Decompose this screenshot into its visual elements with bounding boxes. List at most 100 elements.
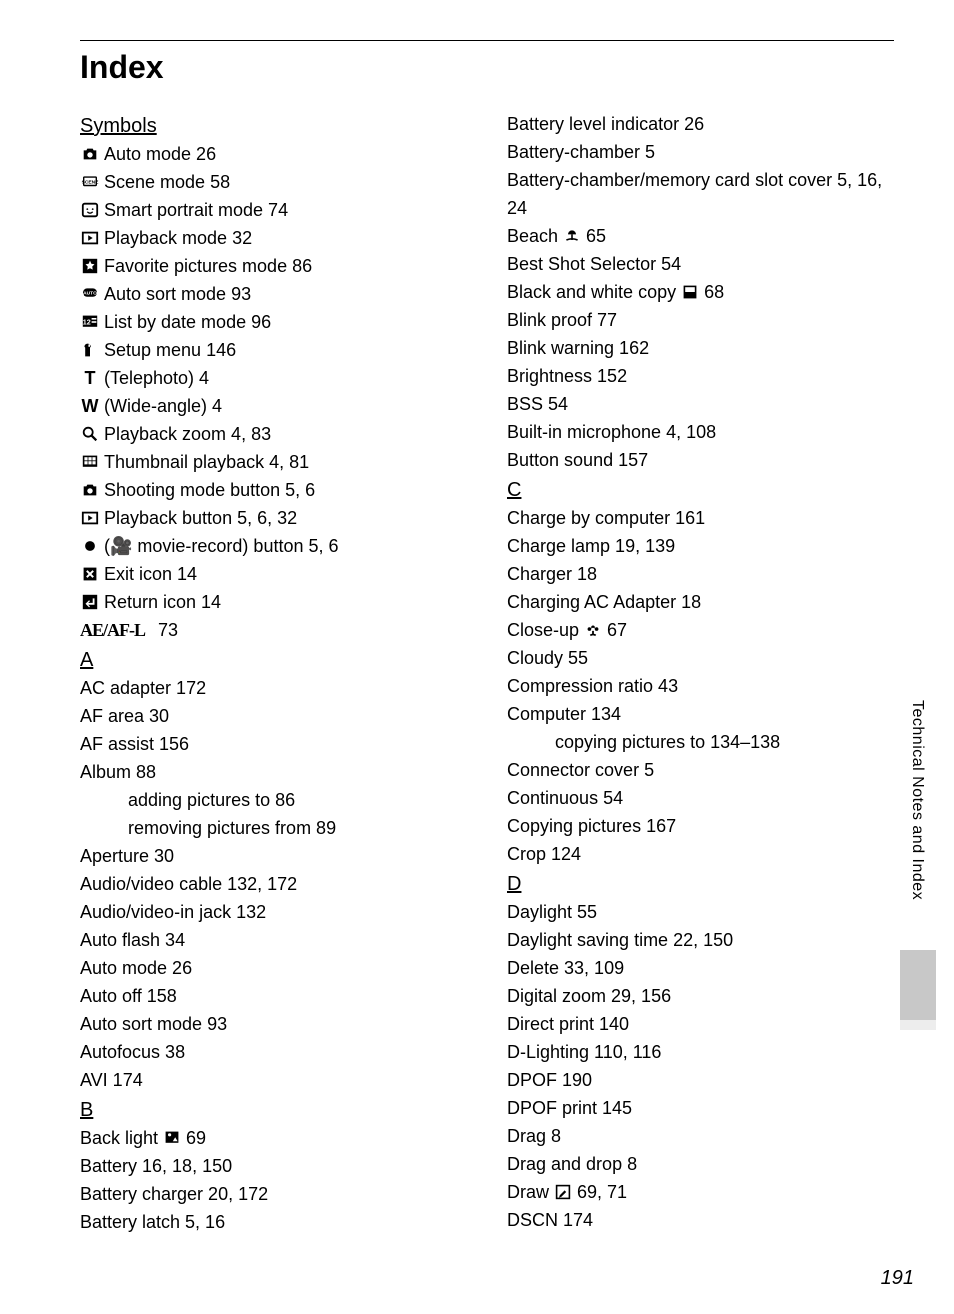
scene-icon: SCENE: [80, 172, 100, 192]
index-entry: Cloudy 55: [507, 644, 894, 672]
index-entry: Auto off 158: [80, 982, 467, 1010]
index-entry: Daylight saving time 22, 150: [507, 926, 894, 954]
index-entry: Beach 65: [507, 222, 894, 250]
section-symbols: Symbols: [80, 112, 467, 140]
index-entry: Brightness 152: [507, 362, 894, 390]
aeafl-icon: AE/AF-L: [80, 616, 145, 644]
right-column: Battery level indicator 26 Battery-chamb…: [507, 110, 894, 1236]
index-entry: Return icon 14: [80, 588, 467, 616]
index-entry: Drag and drop 8: [507, 1150, 894, 1178]
entry-post: 65: [586, 222, 606, 250]
entry-text: Exit icon 14: [104, 560, 197, 588]
entry-text: Playback zoom 4, 83: [104, 420, 271, 448]
side-tab: [900, 950, 936, 1020]
index-entry: Battery level indicator 26: [507, 110, 894, 138]
index-entry: Playback zoom 4, 83: [80, 420, 467, 448]
index-entry: Built-in microphone 4, 108: [507, 418, 894, 446]
index-entry: Close-up 67: [507, 616, 894, 644]
index-entry: BSS 54: [507, 390, 894, 418]
entry-pre: Back light: [80, 1124, 158, 1152]
index-entry: DSCN 174: [507, 1206, 894, 1234]
index-subentry: copying pictures to 134–138: [507, 728, 894, 756]
wrench-icon: [80, 340, 100, 360]
entry-text: Scene mode 58: [104, 168, 230, 196]
index-entry: Thumbnail playback 4, 81: [80, 448, 467, 476]
svg-text:12: 12: [83, 317, 91, 326]
index-entry: AE/AF-L 73: [80, 616, 467, 644]
date-icon: 12: [80, 312, 100, 332]
index-entry: D-Lighting 110, 116: [507, 1038, 894, 1066]
entry-pre: Black and white copy: [507, 278, 676, 306]
entry-pre: Draw: [507, 1178, 549, 1206]
index-entry: Black and white copy 68: [507, 278, 894, 306]
index-entry: Autofocus 38: [80, 1038, 467, 1066]
entry-text: Shooting mode button 5, 6: [104, 476, 315, 504]
entry-text: List by date mode 96: [104, 308, 271, 336]
star-icon: [80, 256, 100, 276]
camera-icon: [80, 480, 100, 500]
index-entry: Battery-chamber/memory card slot cover 5…: [507, 166, 894, 222]
entry-post: 67: [607, 616, 627, 644]
index-entry: AVI 174: [80, 1066, 467, 1094]
entry-text: (Telephoto) 4: [104, 364, 209, 392]
index-entry: Auto sort mode 93: [80, 1010, 467, 1038]
index-entry: Compression ratio 43: [507, 672, 894, 700]
index-entry: Daylight 55: [507, 898, 894, 926]
index-entry: Favorite pictures mode 86: [80, 252, 467, 280]
index-entry: Copying pictures 167: [507, 812, 894, 840]
index-entry: Auto mode 26: [80, 954, 467, 982]
index-entry: Charging AC Adapter 18: [507, 588, 894, 616]
index-entry: Digital zoom 29, 156: [507, 982, 894, 1010]
index-entry: Blink warning 162: [507, 334, 894, 362]
index-entry: Album 88: [80, 758, 467, 786]
index-entry: Auto mode 26: [80, 140, 467, 168]
return-icon: [80, 592, 100, 612]
index-entry: Audio/video-in jack 132: [80, 898, 467, 926]
backlight-icon: [162, 1128, 182, 1148]
smile-icon: [80, 200, 100, 220]
section-c: C: [507, 476, 894, 504]
index-entry: AF assist 156: [80, 730, 467, 758]
entry-text: Smart portrait mode 74: [104, 196, 288, 224]
index-entry: AUTO Auto sort mode 93: [80, 280, 467, 308]
entry-text: Setup menu 146: [104, 336, 236, 364]
entry-pre: Close-up: [507, 616, 579, 644]
index-entry: 12 List by date mode 96: [80, 308, 467, 336]
thumbnail-icon: [80, 452, 100, 472]
left-column: Symbols Auto mode 26 SCENEScene mode 58 …: [80, 110, 467, 1236]
index-entry: Connector cover 5: [507, 756, 894, 784]
index-entry: Draw 69, 71: [507, 1178, 894, 1206]
index-entry: Button sound 157: [507, 446, 894, 474]
index-entry: Charger 18: [507, 560, 894, 588]
index-entry: Back light 69: [80, 1124, 467, 1152]
pencil-icon: [553, 1182, 573, 1202]
camera-icon: [80, 144, 100, 164]
entry-text: Favorite pictures mode 86: [104, 252, 312, 280]
entry-post: 68: [704, 278, 724, 306]
side-section-label: Technical Notes and Index: [908, 700, 926, 900]
index-entry: DPOF print 145: [507, 1094, 894, 1122]
index-entry: Drag 8: [507, 1122, 894, 1150]
entry-text: Auto mode 26: [104, 140, 216, 168]
play-icon: [80, 228, 100, 248]
index-entry: Charge by computer 161: [507, 504, 894, 532]
entry-text: Auto sort mode 93: [104, 280, 251, 308]
entry-text: Playback mode 32: [104, 224, 252, 252]
svg-text:AUTO: AUTO: [83, 291, 97, 297]
title-rule: [80, 40, 894, 41]
index-entry: Direct print 140: [507, 1010, 894, 1038]
record-icon: [80, 536, 100, 556]
page-number: 191: [881, 1267, 914, 1290]
index-entry: Blink proof 77: [507, 306, 894, 334]
index-entry: Battery 16, 18, 150: [80, 1152, 467, 1180]
index-entry: AC adapter 172: [80, 674, 467, 702]
flower-icon: [583, 620, 603, 640]
index-entry: T(Telephoto) 4: [80, 364, 467, 392]
index-entry: Exit icon 14: [80, 560, 467, 588]
entry-post: 69, 71: [577, 1178, 627, 1206]
index-entry: Crop 124: [507, 840, 894, 868]
section-d: D: [507, 870, 894, 898]
page-title: Index: [80, 49, 894, 86]
index-entry: Delete 33, 109: [507, 954, 894, 982]
index-entry: Charge lamp 19, 139: [507, 532, 894, 560]
